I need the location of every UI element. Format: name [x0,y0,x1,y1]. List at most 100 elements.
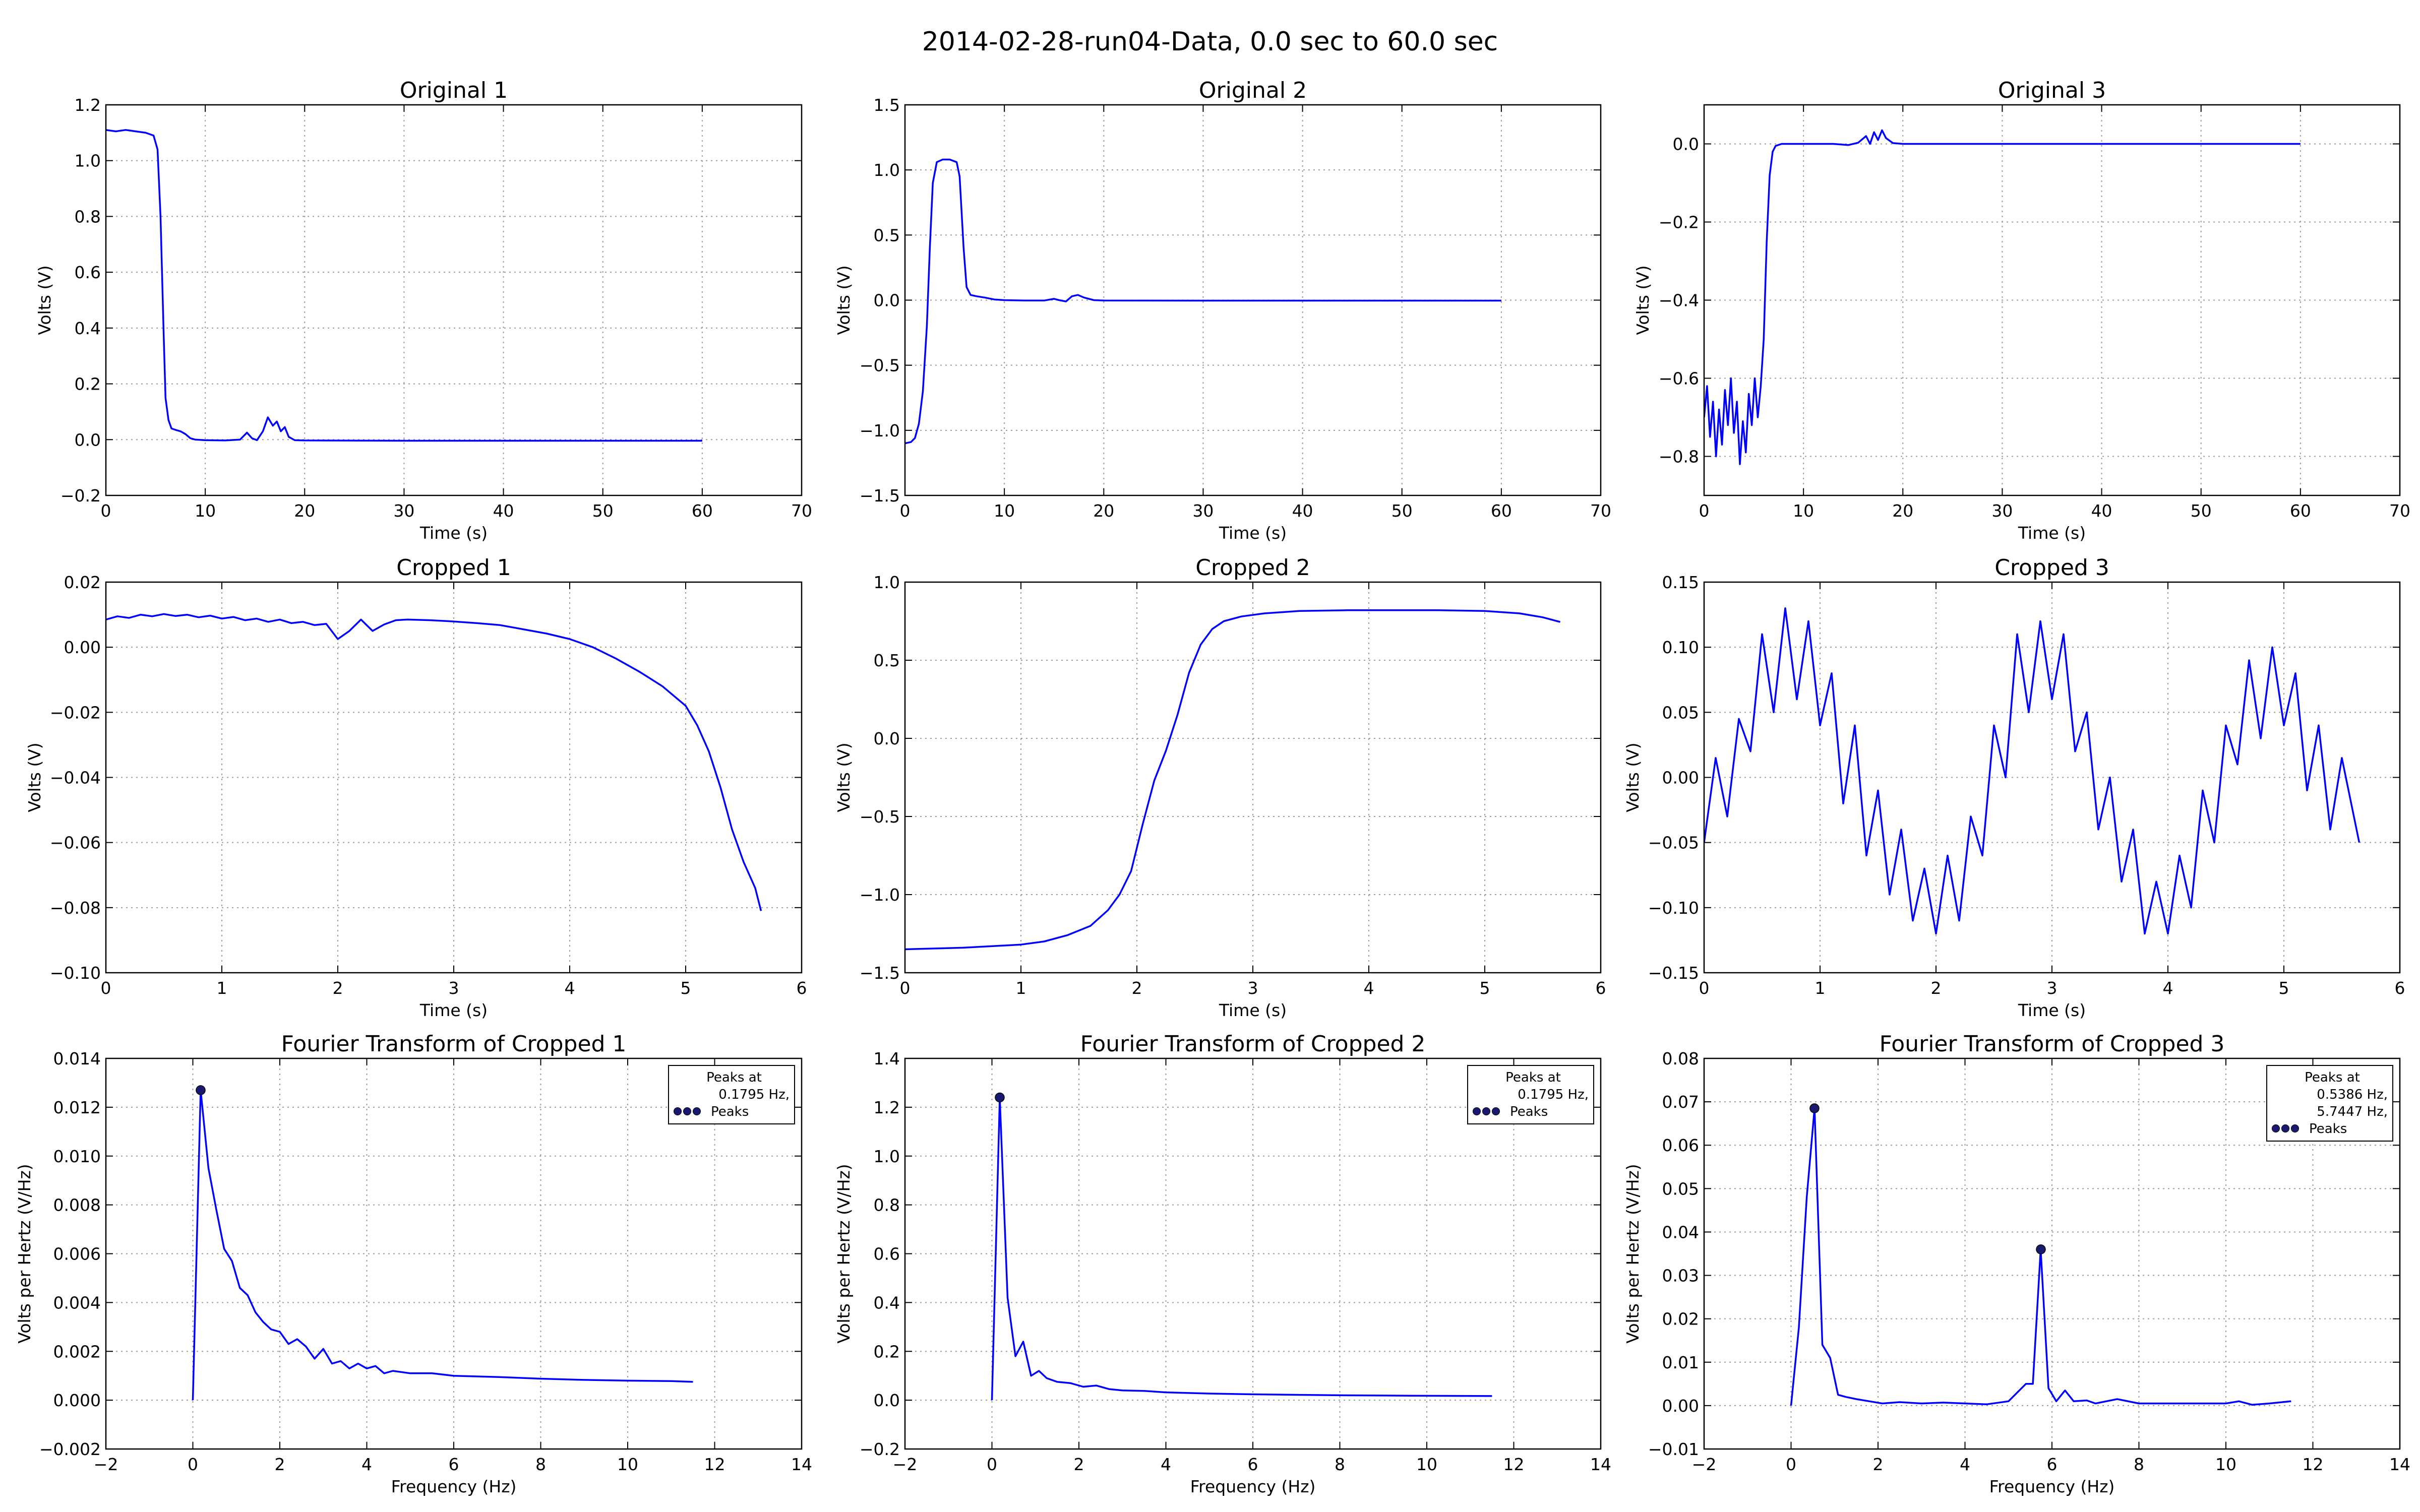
y-tick-label: −0.10 [50,963,101,983]
y-tick-label: 1.0 [874,160,900,180]
y-tick-label: 0.006 [53,1244,101,1264]
x-tick-label: 14 [2389,1455,2410,1474]
x-tick-label: 6 [2047,1455,2058,1474]
subplot-2: 0 10 20 30 40 50 60 70 −1.5 −1.0 −0.5 0.0 0.5 1.0 1.5 O… [834,78,1611,543]
y-tick-label: 0.5 [874,225,900,245]
x-tick-label: 60 [692,501,713,521]
x-tick-label: 1 [217,978,227,998]
x-tick-label: 2 [1074,1455,1084,1474]
y-axis-label: Volts (V) [1623,742,1643,812]
x-tick-label: 10 [994,501,1015,521]
y-tick-label: −0.05 [1648,833,1699,853]
x-tick-label: 6 [1596,978,1606,998]
x-tick-label: −2 [893,1455,918,1474]
y-tick-label: 1.0 [874,1147,900,1166]
y-tick-label: 0.00 [64,638,101,657]
series-line [106,613,762,911]
y-axis-label: Volts per Hertz (V/Hz) [834,1164,854,1343]
x-tick-label: 4 [565,978,575,998]
x-tick-label: 70 [1590,501,1611,521]
y-tick-label: 0.0 [75,430,101,450]
x-tick-label: 50 [592,501,614,521]
x-tick-label: 2 [1132,978,1142,998]
y-tick-label: 1.5 [874,95,900,115]
x-tick-label: 6 [1248,1455,1258,1474]
y-tick-label: −0.2 [60,486,101,506]
plot-area [905,582,1601,973]
subplot-title: Cropped 1 [396,555,511,581]
x-tick-label: 1 [1016,978,1026,998]
x-tick-label: 5 [681,978,691,998]
y-tick-label: 0.6 [75,263,101,282]
subplot-5: 0 1 2 3 4 5 6 −1.5 −1.0 −0.5 0.0 0.5 1.0 Cropped 2 Tim… [834,555,1606,1020]
legend-entry-label: Peaks [2309,1121,2347,1137]
y-axis-label: Volts (V) [834,742,854,812]
y-axis-label: Volts per Hertz (V/Hz) [1623,1164,1643,1343]
y-tick-label: −0.08 [50,898,101,918]
x-tick-label: 8 [2134,1455,2144,1474]
y-tick-label: 0.10 [1662,638,1699,657]
y-tick-label: 0.06 [1662,1136,1699,1155]
y-tick-label: 0.002 [53,1342,101,1361]
y-tick-label: −0.10 [1648,898,1699,918]
x-tick-label: 14 [1590,1455,1611,1474]
y-tick-label: −0.2 [1659,213,1699,232]
peak-marker [2036,1244,2046,1254]
x-axis-label: Time (s) [1219,523,1287,543]
legend-marker-icon [2291,1124,2299,1132]
x-axis-label: Frequency (Hz) [391,1477,517,1496]
x-tick-label: 0 [987,1455,997,1474]
y-tick-label: −0.4 [1659,291,1699,310]
subplot-title: Fourier Transform of Cropped 2 [1080,1031,1426,1057]
x-tick-label: 3 [2047,978,2058,998]
subplot-6: 0 1 2 3 4 5 6 −0.15 −0.10 −0.05 0.00 0.05 0.10 0.15 Cr… [1623,555,2405,1020]
series-line [905,158,1501,445]
x-tick-label: 8 [1335,1455,1345,1474]
x-axis-label: Time (s) [419,523,488,543]
x-tick-label: 40 [1292,501,1313,521]
x-tick-label: 70 [791,501,812,521]
y-tick-label: −0.6 [1659,369,1699,389]
y-tick-label: 0.014 [53,1049,101,1068]
series-line [1704,129,2301,465]
y-tick-label: 0.2 [874,1342,900,1361]
y-tick-label: 1.0 [874,573,900,592]
y-tick-label: 0.03 [1662,1266,1699,1286]
x-tick-label: 60 [1491,501,1512,521]
legend-entry-label: Peaks [1510,1104,1548,1119]
x-tick-label: 6 [449,1455,459,1474]
y-tick-label: 1.0 [75,151,101,171]
legend: Peaks at 0.5386 Hz, 5.7447 Hz, Peaks [2266,1065,2393,1142]
x-tick-label: 0 [1786,1455,1796,1474]
y-tick-label: 0.2 [75,374,101,394]
subplot-7: −2 0 2 4 6 8 10 12 14 −0.002 0.000 0.002 0.004 0.006 0… [15,1031,812,1496]
legend-marker-icon [683,1107,691,1115]
x-tick-label: 10 [195,501,216,521]
series-line [991,1096,1492,1401]
legend-peak-frequency: 0.5386 Hz, [2317,1087,2388,1102]
peak-marker [995,1092,1005,1103]
x-tick-label: 30 [393,501,414,521]
x-tick-label: 8 [535,1455,546,1474]
y-tick-label: 1.2 [75,95,101,115]
x-axis-label: Frequency (Hz) [1989,1477,2115,1496]
y-axis-label: Volts per Hertz (V/Hz) [15,1164,34,1343]
x-tick-label: 14 [791,1455,812,1474]
x-tick-label: 0 [188,1455,198,1474]
x-tick-label: 30 [1991,501,2013,521]
x-tick-label: 30 [1192,501,1214,521]
y-tick-label: 0.004 [53,1293,101,1312]
y-axis-label: Volts (V) [25,742,44,812]
x-tick-label: 0 [900,978,911,998]
y-tick-label: 0.4 [874,1293,900,1312]
y-tick-label: 0.5 [874,651,900,670]
x-tick-label: 4 [1960,1455,1970,1474]
subplot-title: Original 2 [1199,78,1307,103]
x-tick-label: −2 [94,1455,118,1474]
plot-area [106,105,802,495]
axes-frame [105,104,803,496]
subplot-grid: 0 10 20 30 40 50 60 70−0.20.00.20.40.60.81.01.2… [15,78,2410,1496]
x-tick-label: 0 [101,978,111,998]
x-tick-label: 5 [1480,978,1490,998]
